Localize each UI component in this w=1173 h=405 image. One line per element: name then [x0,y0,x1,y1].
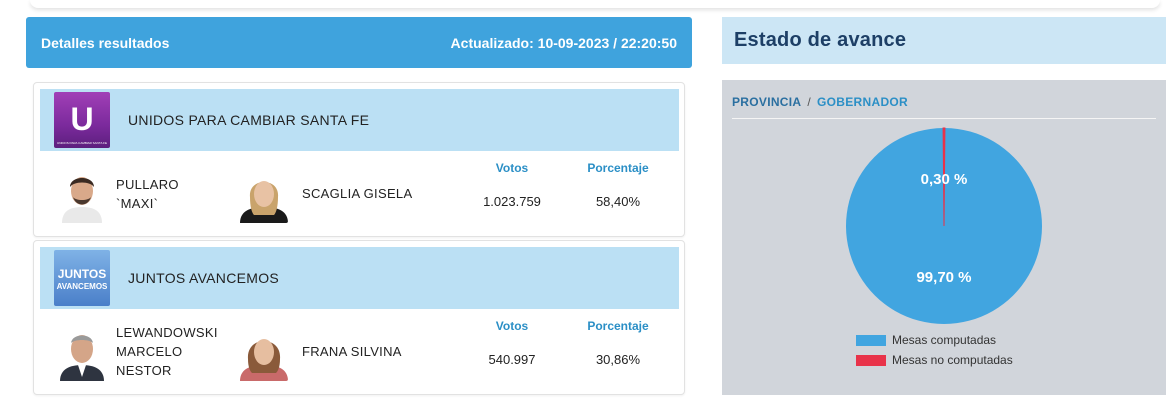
candidate-name: SCAGLIA GISELA [302,186,413,201]
votes-header: Votos [495,319,529,333]
pie-label-computed: 99,70 % [916,269,971,286]
legend-item-not-computed[interactable]: Mesas no computadas [856,353,1013,367]
candidate-name-line: `MAXI` [116,196,159,211]
percent-header: Porcentaje [587,161,649,175]
svg-text:AVANCEMOS: AVANCEMOS [57,282,108,291]
updated-timestamp: Actualizado: 10-09-2023 / 22:20:50 [450,34,677,51]
candidate-name-line: NESTOR [116,363,172,378]
status-header: Estado de avance [722,17,1166,64]
breadcrumb-divider [732,118,1156,119]
candidate-photo-pullaro [56,167,108,223]
candidate-name: PULLARO `MAXI` [116,175,179,213]
svg-text:UNIDOS PARA CAMBIAR SANTA FE: UNIDOS PARA CAMBIAR SANTA FE [57,141,107,145]
breadcrumb-governor[interactable]: GOBERNADOR [817,95,909,109]
party-name: JUNTOS AVANCEMOS [128,270,280,286]
candidate-name: LEWANDOWSKI MARCELO NESTOR [116,323,218,380]
candidate-photo-lewandowski [56,325,108,381]
party-logo-unidos: U UNIDOS PARA CAMBIAR SANTA FE [54,92,110,148]
percent-value: 58,40% [595,194,641,209]
pie-legend: Mesas computadas Mesas no computadas [856,333,1013,373]
candidate-photo-scaglia [236,167,288,223]
svg-text:JUNTOS: JUNTOS [58,267,106,281]
candidate-name-line: LEWANDOWSKI [116,325,218,340]
votes-header: Votos [495,161,529,175]
breadcrumb-separator: / [807,95,812,109]
results-title: Detalles resultados [41,34,170,51]
candidate-photo-frana [236,325,288,381]
progress-pie-chart: 0,30 % 99,70 % [846,127,1042,324]
u-logo-icon: U UNIDOS PARA CAMBIAR SANTA FE [57,101,107,145]
legend-item-computed[interactable]: Mesas computadas [856,333,1013,347]
candidate-name-line: MARCELO [116,344,183,359]
votes-value: 1.023.759 [483,194,541,209]
breadcrumb: PROVINCIA / GOBERNADOR [732,95,908,109]
pie-label-not-computed: 0,30 % [921,171,968,188]
party-header: JUNTOS AVANCEMOS JUNTOS AVANCEMOS [40,247,679,309]
legend-label: Mesas no computadas [892,353,1013,367]
party-logo-juntos: JUNTOS AVANCEMOS [54,250,110,306]
party-card-juntos: JUNTOS AVANCEMOS JUNTOS AVANCEMOS LEWAND… [33,240,685,395]
candidate-name-line: PULLARO [116,177,179,192]
votes-value: 540.997 [488,352,536,367]
candidate-name: FRANA SILVINA [302,344,402,359]
svg-text:U: U [70,101,93,137]
percent-value: 30,86% [595,352,641,367]
legend-swatch-not-computed [856,354,886,366]
party-name: UNIDOS PARA CAMBIAR SANTA FE [128,112,370,128]
status-title: Estado de avance [734,29,907,51]
results-header: Detalles resultados Actualizado: 10-09-2… [26,17,692,68]
status-panel: PROVINCIA / GOBERNADOR 0,30 % 99,70 % Mesa… [722,80,1166,395]
percent-header: Porcentaje [587,319,649,333]
juntos-logo-icon: JUNTOS AVANCEMOS [57,267,108,291]
breadcrumb-province[interactable]: PROVINCIA [732,95,802,109]
legend-swatch-computed [856,334,886,346]
top-bar-edge [30,0,1160,8]
party-card-unidos: U UNIDOS PARA CAMBIAR SANTA FE UNIDOS PA… [33,82,685,237]
party-header: U UNIDOS PARA CAMBIAR SANTA FE UNIDOS PA… [40,89,679,151]
pie-slice-not-computed[interactable] [942,127,946,227]
legend-label: Mesas computadas [892,333,997,347]
